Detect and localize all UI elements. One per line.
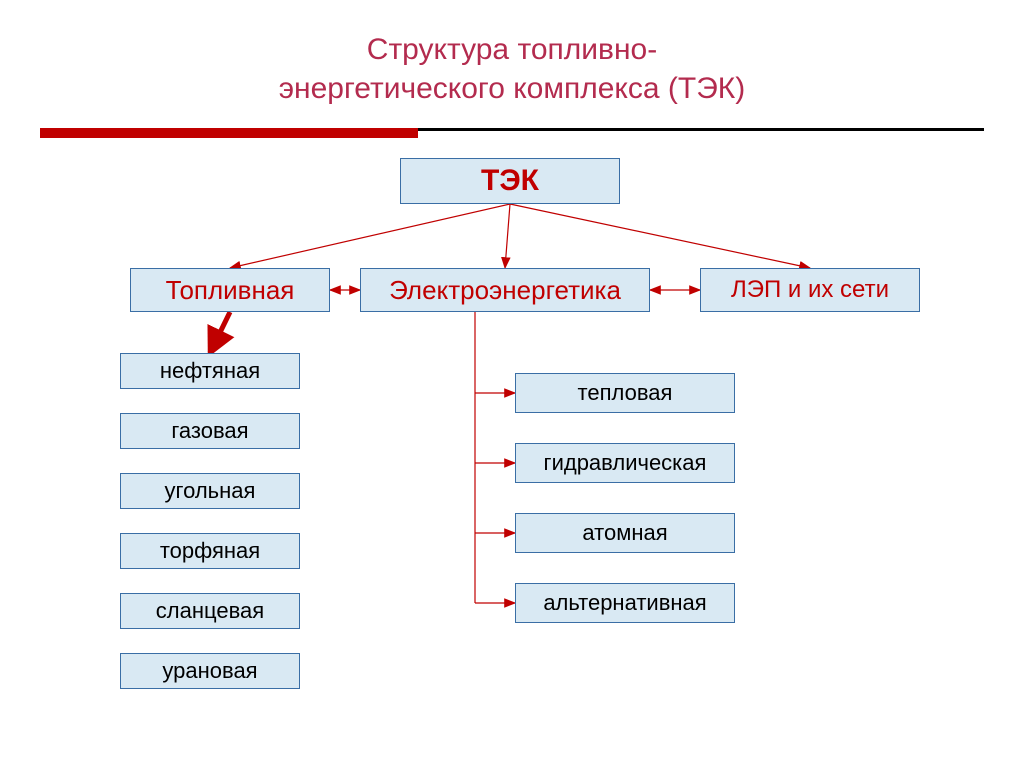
node-root: ТЭК [400, 158, 620, 204]
slide-title: Структура топливно- энергетического комп… [0, 0, 1024, 108]
edge-root_b-lep_t [510, 204, 810, 268]
title-underline [40, 128, 984, 138]
edge-fuel_b-oil_t [210, 312, 230, 353]
edge-root_b-electric_t [505, 204, 510, 268]
node-oil: нефтяная [120, 353, 300, 389]
node-gas-label: газовая [171, 418, 248, 444]
node-atomic-label: атомная [582, 520, 667, 546]
node-electric-label: Электроэнергетика [389, 275, 621, 306]
node-gas: газовая [120, 413, 300, 449]
node-thermal: тепловая [515, 373, 735, 413]
node-coal-label: угольная [165, 478, 256, 504]
node-lep-label: ЛЭП и их сети [731, 276, 889, 304]
node-oil-label: нефтяная [160, 358, 260, 384]
node-shale-label: сланцевая [156, 598, 264, 624]
edge-root_b-fuel_t [230, 204, 510, 268]
node-lep: ЛЭП и их сети [700, 268, 920, 312]
node-coal: угольная [120, 473, 300, 509]
node-thermal-label: тепловая [578, 380, 673, 406]
node-hydro-label: гидравлическая [544, 450, 707, 476]
title-line1: Структура топливно- [367, 33, 657, 66]
node-uranium-label: урановая [162, 658, 257, 684]
node-uranium: урановая [120, 653, 300, 689]
node-root-label: ТЭК [481, 164, 539, 198]
node-hydro: гидравлическая [515, 443, 735, 483]
node-fuel: Топливная [130, 268, 330, 312]
node-peat: торфяная [120, 533, 300, 569]
title-line2: энергетического комплекса (ТЭК) [279, 72, 746, 105]
node-peat-label: торфяная [160, 538, 260, 564]
node-alt: альтернативная [515, 583, 735, 623]
node-electric: Электроэнергетика [360, 268, 650, 312]
node-shale: сланцевая [120, 593, 300, 629]
underline-red [40, 128, 418, 138]
node-atomic: атомная [515, 513, 735, 553]
node-alt-label: альтернативная [543, 590, 706, 616]
diagram-canvas: ТЭК Топливная Электроэнергетика ЛЭП и их се… [0, 138, 1024, 738]
node-fuel-label: Топливная [166, 275, 295, 306]
